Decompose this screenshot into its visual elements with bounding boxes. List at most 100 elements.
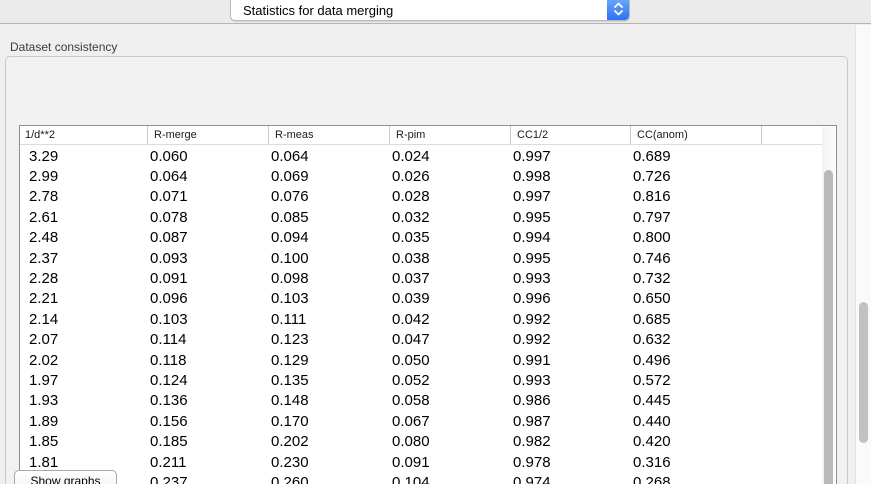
table-cell: 0.316: [633, 453, 671, 471]
table-row[interactable]: 2.28 0.091 0.098 0.037 0.993 0.732: [20, 268, 823, 288]
column-header[interactable]: R-meas: [268, 126, 389, 144]
table-cell: 0.103: [271, 290, 309, 308]
chevron-up-down-icon: [607, 0, 629, 20]
table-cell: 0.998: [513, 168, 551, 186]
table-cell: 2.14: [29, 310, 59, 328]
column-header[interactable]: R-merge: [147, 126, 268, 144]
table-cell: 0.986: [513, 392, 551, 410]
window-scrollbar-thumb[interactable]: [859, 302, 868, 443]
window-scrollbar[interactable]: [855, 25, 871, 484]
table-cell: 0.060: [150, 147, 188, 165]
table-row[interactable]: 1.93 0.136 0.148 0.058 0.986 0.445: [20, 391, 823, 411]
table-cell: 0.087: [150, 229, 188, 247]
table-cell: 0.091: [392, 453, 430, 471]
table-row[interactable]: 3.29 0.060 0.064 0.024 0.997 0.689: [20, 146, 823, 166]
table-cell: 0.797: [633, 208, 671, 226]
table-cell: 0.111: [271, 310, 307, 328]
table-row[interactable]: 2.78 0.071 0.076 0.028 0.997 0.816: [20, 187, 823, 207]
table-cell: 0.124: [150, 371, 188, 389]
table-row[interactable]: 2.37 0.093 0.100 0.038 0.995 0.746: [20, 248, 823, 268]
table-row[interactable]: 2.48 0.087 0.094 0.035 0.994 0.800: [20, 228, 823, 248]
table-row[interactable]: 1.89 0.156 0.170 0.067 0.987 0.440: [20, 411, 823, 431]
table-cell: 0.996: [513, 290, 551, 308]
table-cell: 0.230: [271, 453, 309, 471]
column-header[interactable]: 1/d**2: [25, 129, 55, 141]
table-cell: 0.445: [633, 392, 671, 410]
table-cell: 0.997: [513, 147, 551, 165]
table-cell: 0.993: [513, 371, 551, 389]
table-cell: 0.096: [150, 290, 188, 308]
table-cell: 0.085: [271, 208, 309, 226]
table-cell: 2.48: [29, 229, 59, 247]
table-cell: 0.440: [633, 412, 671, 430]
table-cell: 0.114: [150, 331, 187, 349]
table-cell: 0.685: [633, 310, 671, 328]
table-cell: 0.632: [633, 331, 671, 349]
table-row[interactable]: 2.61 0.078 0.085 0.032 0.995 0.797: [20, 207, 823, 227]
table-cell: 0.726: [633, 168, 671, 186]
table-cell: 0.069: [271, 168, 309, 186]
view-selector-dropdown[interactable]: Statistics for data merging: [230, 0, 630, 21]
table-cell: 0.185: [150, 433, 188, 451]
table-row[interactable]: 1.85 0.185 0.202 0.080 0.982 0.420: [20, 431, 823, 451]
table-cell: 0.035: [392, 229, 430, 247]
show-graphs-button[interactable]: Show graphs: [14, 470, 117, 484]
table-cell: 0.093: [150, 249, 188, 267]
table-cell: 0.237: [150, 473, 188, 484]
table-cell: 0.211: [150, 453, 187, 471]
table-cell: 2.99: [29, 168, 59, 186]
table-cell: 0.993: [513, 270, 551, 288]
table-cell: 0.572: [633, 371, 671, 389]
table-row[interactable]: 2.21 0.096 0.103 0.039 0.996 0.650: [20, 289, 823, 309]
table-row[interactable]: 2.14 0.103 0.111 0.042 0.992 0.685: [20, 309, 823, 329]
table-row[interactable]: 2.99 0.064 0.069 0.026 0.998 0.726: [20, 166, 823, 186]
column-header-empty[interactable]: [761, 126, 823, 144]
table-cell: 0.995: [513, 208, 551, 226]
table-cell: 0.091: [150, 270, 188, 288]
table-cell: 0.064: [150, 168, 188, 186]
column-header[interactable]: CC(anom): [630, 126, 761, 144]
table-cell: 0.076: [271, 188, 309, 206]
table-cell: 0.080: [392, 433, 430, 451]
table-cell: 0.067: [392, 412, 430, 430]
table-cell: 0.129: [271, 351, 309, 369]
table-row[interactable]: 1.97 0.124 0.135 0.052 0.993 0.572: [20, 370, 823, 390]
table-cell: 2.02: [29, 351, 59, 369]
table-cell: 2.07: [29, 331, 59, 349]
toolbar-separator: [0, 23, 871, 24]
table-cell: 0.987: [513, 412, 551, 430]
table-row[interactable]: 2.07 0.114 0.123 0.047 0.992 0.632: [20, 330, 823, 350]
table-row[interactable]: 1.81 0.211 0.230 0.091 0.978 0.316: [20, 452, 823, 472]
table-cell: 0.123: [271, 331, 309, 349]
table-cell: 2.78: [29, 188, 59, 206]
table-cell: 0.047: [392, 331, 430, 349]
column-header[interactable]: CC1/2: [510, 126, 630, 144]
table-cell: 0.156: [150, 412, 188, 430]
table-cell: 0.038: [392, 249, 430, 267]
table-cell: 2.28: [29, 270, 59, 288]
table-row[interactable]: 2.02 0.118 0.129 0.050 0.991 0.496: [20, 350, 823, 370]
table-cell: 0.032: [392, 208, 430, 226]
table-cell: 2.21: [29, 290, 59, 308]
table-cell: 0.071: [150, 188, 188, 206]
table-cell: 3.29: [29, 147, 59, 165]
table-cell: 0.039: [392, 290, 430, 308]
table-cell: 0.050: [392, 351, 430, 369]
table-cell: 0.732: [633, 270, 671, 288]
toolbar: Statistics for data merging: [0, 0, 871, 23]
table-cell: 0.978: [513, 453, 551, 471]
table-scrollbar[interactable]: [822, 127, 835, 484]
table-cell: 0.100: [271, 249, 309, 267]
table-cell: 0.992: [513, 310, 551, 328]
table-cell: 0.042: [392, 310, 430, 328]
table-cell: 1.85: [29, 433, 59, 451]
table-cell: 0.028: [392, 188, 430, 206]
table-cell: 0.992: [513, 331, 551, 349]
table-cell: 0.024: [392, 147, 430, 165]
table-scrollbar-thumb[interactable]: [824, 170, 833, 484]
column-header[interactable]: R-pim: [389, 126, 510, 144]
table-cell: 0.026: [392, 168, 430, 186]
table-cell: 0.052: [392, 371, 430, 389]
table-cell: 0.995: [513, 249, 551, 267]
